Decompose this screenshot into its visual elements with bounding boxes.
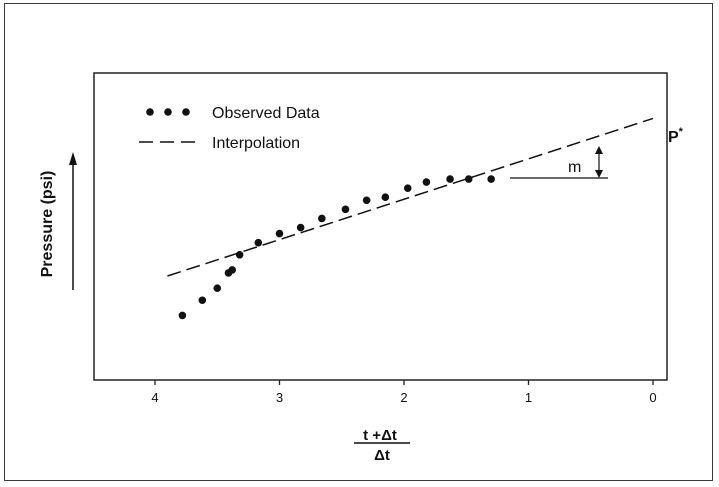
observed-data-point bbox=[403, 184, 412, 192]
x-tick-label: 1 bbox=[525, 390, 532, 405]
slope-arrow-head-bottom bbox=[595, 170, 603, 178]
observed-data-point bbox=[487, 175, 495, 183]
x-axis-label-numerator: t +Δt bbox=[363, 427, 397, 444]
observed-data-point bbox=[422, 178, 431, 186]
slope-label: m bbox=[568, 159, 581, 176]
x-tick-label: 4 bbox=[151, 390, 158, 405]
p-star-letter: P bbox=[668, 129, 679, 146]
observed-data-point bbox=[213, 284, 222, 292]
x-axis-ticks: 4 3 2 1 0 bbox=[151, 380, 657, 405]
observed-data-point bbox=[446, 175, 454, 183]
legend-label-interpolation: Interpolation bbox=[212, 135, 300, 152]
observed-data-point bbox=[275, 229, 284, 238]
pressure-chart: Pressure (psi) 4 3 2 1 0 t +Δt Δt Observed D… bbox=[39, 72, 684, 464]
observed-data-point bbox=[464, 175, 473, 183]
x-axis-label-denominator: Δt bbox=[374, 447, 390, 464]
observed-data-point bbox=[318, 214, 326, 223]
observed-data-point bbox=[341, 205, 350, 214]
x-axis-label: t +Δt Δt bbox=[354, 427, 410, 464]
legend: Observed Data Interpolation bbox=[139, 105, 320, 152]
observed-data-point bbox=[235, 251, 244, 259]
observed-data-point bbox=[228, 266, 236, 274]
p-star-label: P* bbox=[668, 126, 684, 146]
y-axis-arrow bbox=[69, 152, 77, 290]
x-tick-label: 3 bbox=[276, 390, 283, 405]
x-tick-label: 0 bbox=[649, 390, 656, 405]
observed-data-point bbox=[362, 196, 371, 205]
legend-dots-marker bbox=[146, 108, 190, 116]
series-layer bbox=[167, 117, 654, 320]
slope-arrow-head-top bbox=[595, 146, 603, 154]
observed-data-point bbox=[254, 238, 263, 247]
p-star-superscript: * bbox=[679, 126, 684, 138]
observed-data-point bbox=[198, 296, 207, 305]
observed-data-point bbox=[178, 311, 187, 320]
figure-frame: Pressure (psi) 4 3 2 1 0 t +Δt Δt Observed D… bbox=[4, 3, 713, 481]
slope-annotation: m bbox=[510, 146, 608, 179]
plot-area bbox=[93, 72, 668, 381]
x-tick-label: 2 bbox=[400, 390, 407, 405]
legend-label-observed: Observed Data bbox=[212, 105, 320, 122]
observed-data-point bbox=[381, 193, 390, 202]
observed-data-point bbox=[296, 223, 305, 232]
interpolation-line bbox=[167, 117, 654, 277]
y-axis-label: Pressure (psi) bbox=[39, 171, 56, 278]
